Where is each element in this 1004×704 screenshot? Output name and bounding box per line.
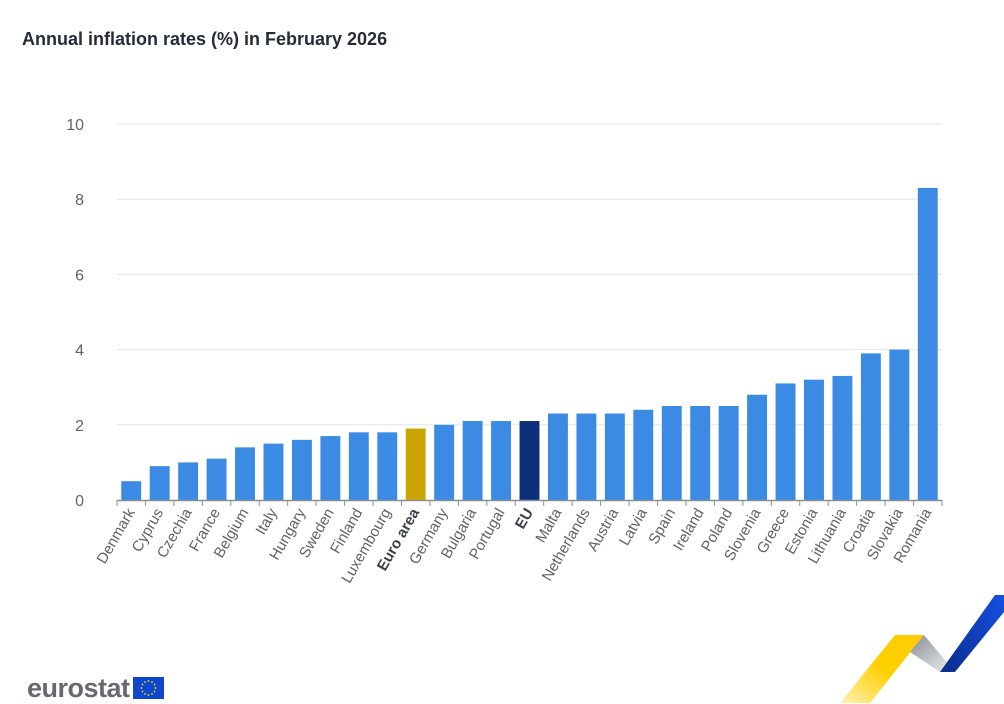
- bar-estonia: Estonia: 3.2: [804, 379, 824, 500]
- bar-ireland: Ireland: 2.5: [690, 406, 711, 500]
- bar-latvia: Latvia: 2.4: [633, 409, 654, 500]
- bar-portugal: Portugal: 2.1: [491, 421, 512, 500]
- bar-eu: EU: 2.1: [519, 421, 540, 500]
- bar-germany: Germany: 2: [434, 424, 455, 500]
- bar-euro-area: Euro area: 1.9: [405, 428, 426, 500]
- bar-france: France: 1.1: [206, 458, 227, 500]
- x-axis: [116, 499, 943, 506]
- bar-slovenia: Slovenia: 2.8: [747, 394, 768, 500]
- bar-bulgaria: Bulgaria: 2.1: [462, 421, 483, 500]
- bar-italy: Italy: 1.5: [263, 443, 284, 500]
- bar-malta: Malta: 2.3: [547, 413, 568, 500]
- x-tick-label: Denmark: [94, 505, 139, 567]
- bar-finland: Finland: 1.8: [348, 432, 369, 500]
- y-tick-label: 4: [75, 343, 84, 360]
- y-tick-label: 10: [66, 117, 84, 134]
- y-tick-label: 2: [75, 418, 84, 435]
- bar-greece: Greece: 3.1: [775, 383, 796, 500]
- chart-title: Annual inflation rates (%) in February 2…: [22, 29, 388, 49]
- bar-hungary: Hungary: 1.6: [291, 439, 312, 500]
- bar-netherlands: Netherlands: 2.3: [576, 413, 597, 500]
- bar-slovakia: Slovakia: 4: [889, 349, 910, 500]
- y-tick-label: 6: [75, 267, 84, 284]
- bar-lithuania: Lithuania: 3.3: [832, 375, 853, 500]
- bar-romania: Romania: 8.3: [917, 187, 938, 501]
- y-tick-label: 0: [75, 493, 84, 510]
- x-tick-label: Latvia: [616, 505, 651, 549]
- bar-austria: Austria: 2.3: [604, 413, 625, 500]
- bar-luxembourg: Luxembourg: 1.8: [377, 432, 398, 500]
- bar-belgium: Belgium: 1.4: [235, 447, 255, 500]
- bar-cyprus: Cyprus: 0.9: [149, 466, 170, 500]
- eu-flag-icon: [132, 677, 164, 699]
- x-tick-label: EU: [512, 506, 537, 533]
- bars: Denmark: 0.5 Cyprus: 0.9 Czechia: 1 France:…: [121, 187, 938, 501]
- bar-sweden: Sweden: 1.7: [320, 436, 341, 500]
- eurostat-logo[interactable]: eurostat: [27, 674, 164, 702]
- x-tick-label: Italy: [252, 505, 281, 538]
- bar-chart: 0 2 4 6 8 10 Denmark: 0.5 Cyprus: 0.9 Czechia: …: [66, 117, 943, 586]
- bar-denmark: Denmark: 0.5: [121, 481, 142, 500]
- decorative-ribbon-icon: [840, 595, 1004, 703]
- bar-spain: Spain: 2.5: [661, 406, 682, 500]
- bar-poland: Poland: 2.5: [718, 406, 739, 500]
- eurostat-logo-text: eurostat: [27, 673, 130, 703]
- y-axis-ticks: 0 2 4 6 8 10: [66, 117, 84, 510]
- bar-czechia: Czechia: 1: [178, 462, 199, 500]
- y-tick-label: 8: [75, 192, 84, 209]
- bar-croatia: Croatia: 3.9: [860, 353, 881, 500]
